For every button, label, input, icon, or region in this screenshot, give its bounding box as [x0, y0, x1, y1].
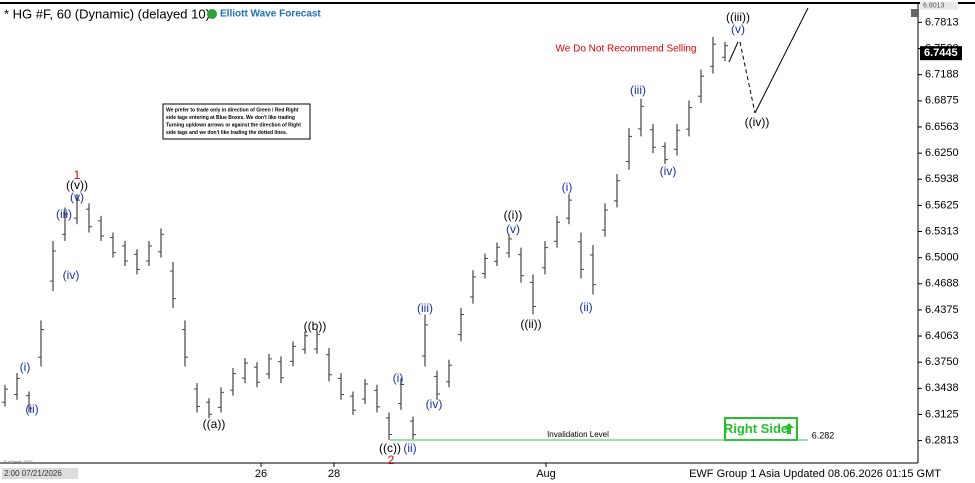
top-price: 6.8013 [923, 3, 945, 10]
y-tick-label: 6.7188 [925, 69, 959, 81]
projection-dashed [739, 41, 756, 114]
wave-label: (iv) [63, 268, 80, 282]
y-tick-label: 6.3438 [925, 382, 959, 394]
info-line: We prefer to trade only in direction of … [166, 107, 299, 113]
projection-line [728, 41, 739, 63]
right-side-arrow [784, 423, 794, 434]
y-tick-label: 6.3750 [925, 356, 959, 368]
info-line: Turning up/down arrows or against the di… [166, 122, 301, 128]
y-tick-label: 6.6250 [925, 147, 959, 159]
wave-label: ((v)) [66, 178, 88, 192]
start-label: 2:00 07/21/2026 [4, 469, 62, 478]
x-tick-label: 28 [328, 468, 340, 480]
y-tick-label: 6.4375 [925, 304, 959, 316]
wave-label: (ii) [579, 300, 592, 314]
last-price: 6.7445 [924, 47, 958, 59]
y-tick-label: 6.2813 [925, 434, 959, 446]
y-tick-label: 6.6563 [925, 121, 959, 133]
top-price-bg [920, 1, 958, 10]
wave-label: 2 [388, 453, 395, 467]
y-tick-label: 6.4063 [925, 330, 959, 342]
right-side-label: Right Side [724, 421, 788, 436]
wave-label: 1 [74, 168, 81, 182]
info-line: side tags and we don't like trading the … [166, 130, 288, 136]
wave-label: (iv) [426, 397, 443, 411]
wave-label: ((iii)) [726, 10, 750, 24]
y-tick-label: 6.5938 [925, 173, 959, 185]
wave-label: ((ii)) [520, 317, 541, 331]
wave-label: (v) [731, 22, 745, 36]
wave-label: ((i)) [504, 208, 523, 222]
y-tick-label: 6.3125 [925, 408, 959, 420]
footer: EWF Group 1 Asia Updated 08.06.2026 01:1… [689, 468, 941, 480]
wave-label: (i) [20, 360, 31, 374]
y-tick-label: 6.7813 [925, 16, 959, 28]
wave-label: (iii) [417, 301, 433, 315]
wave-label: (v) [506, 222, 520, 236]
wave-label: ((b)) [304, 319, 327, 333]
wave-label: (v) [70, 190, 84, 204]
x-tick-label: 26 [255, 468, 267, 480]
logo: Elliott Wave Forecast [220, 9, 321, 20]
info-line: side tags entering at Blue Boxes. We don… [166, 115, 295, 121]
y-tick-label: 6.4688 [925, 278, 959, 290]
invalidation-price: 6.282 [812, 430, 835, 440]
wave-label: (iii) [630, 83, 646, 97]
warning: We Do Not Recommend Selling [556, 44, 697, 55]
chart-title: * HG #F, 60 (Dynamic) (delayed 10) [4, 6, 210, 21]
invalidation-label: Invalidation Level [547, 430, 609, 439]
y-tick-label: 6.5313 [925, 225, 959, 237]
last-price-bg [920, 46, 962, 61]
wave-label: (iv) [660, 164, 677, 178]
wave-label: ((c)) [379, 441, 401, 455]
wave-label: (ii) [25, 402, 38, 416]
x-tick-label: Aug [536, 468, 556, 480]
source: © eSignal, 2026 [4, 459, 33, 464]
start-label-bg [2, 468, 78, 479]
projection-line [754, 7, 809, 114]
corner-icon [911, 9, 919, 17]
logo-icon [207, 9, 217, 19]
info-box [162, 103, 311, 140]
wave-label: ((iv)) [745, 115, 770, 129]
wave-label: (iii) [56, 207, 72, 221]
y-tick-label: 6.5625 [925, 199, 959, 211]
wave-label: (ii) [403, 441, 416, 455]
y-tick-label: 6.6875 [925, 95, 959, 107]
y-tick-label: 6.5000 [925, 252, 959, 264]
wave-label: (i) [393, 371, 404, 385]
wave-label: ((a)) [203, 417, 226, 431]
wave-label: (i) [562, 180, 573, 194]
